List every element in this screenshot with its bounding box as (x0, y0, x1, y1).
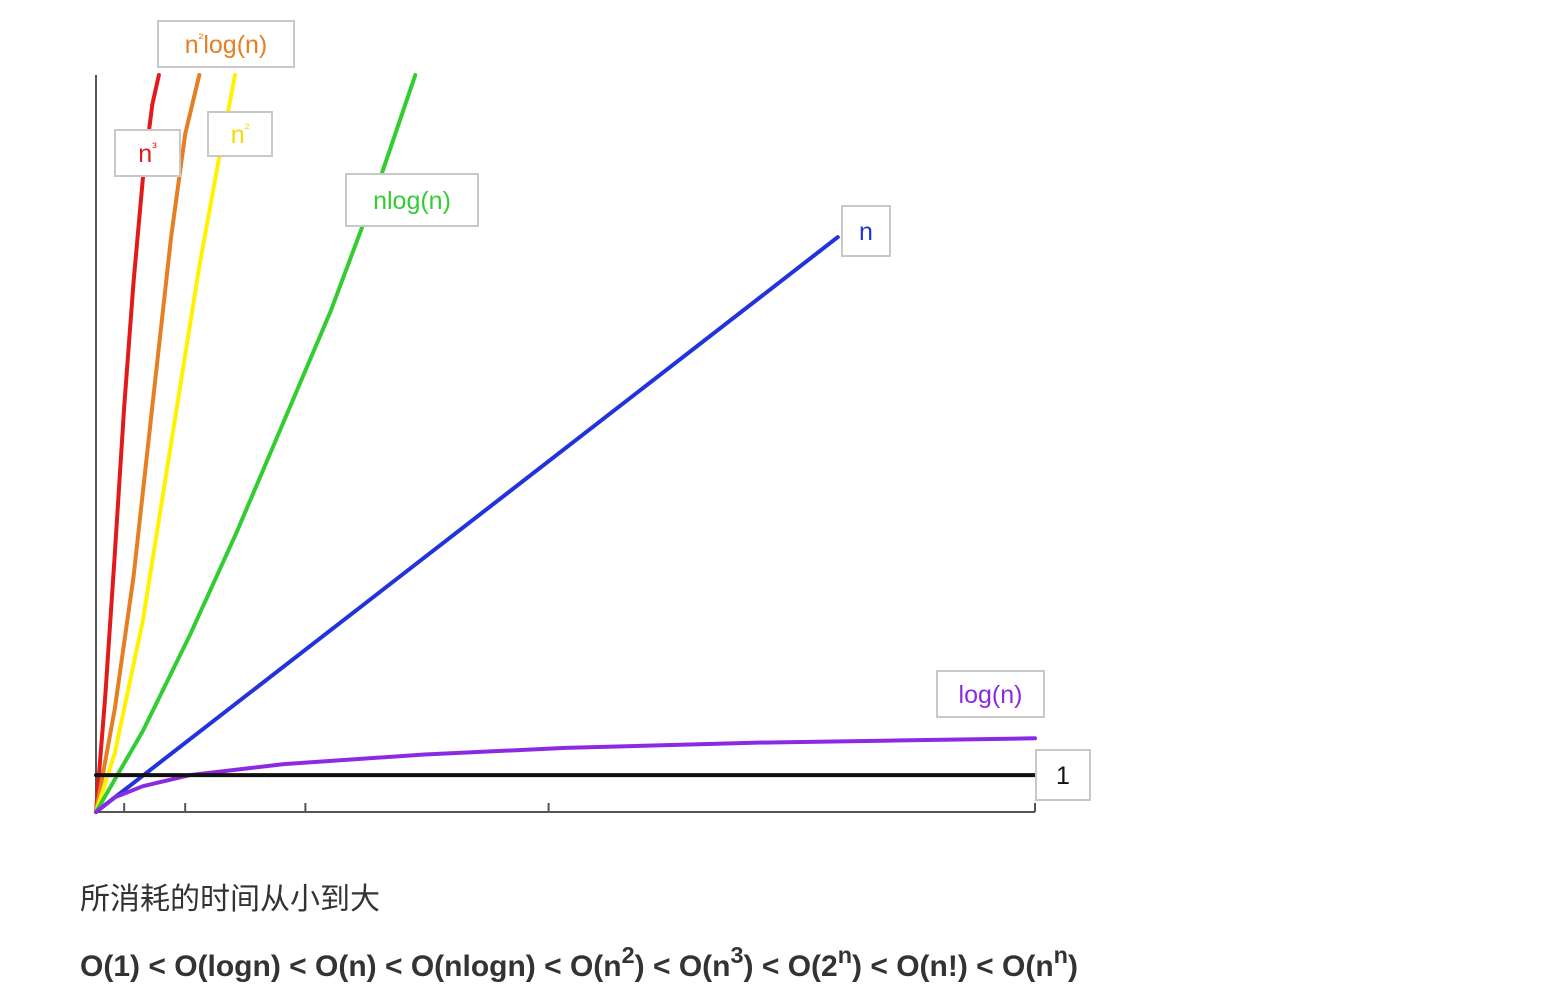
label-box (936, 670, 1045, 718)
series-label-6: 1 (1035, 749, 1091, 801)
label-box (114, 129, 181, 177)
series-name: n³ (138, 139, 157, 168)
series-line-n (94, 235, 840, 814)
label-box (841, 205, 891, 257)
order-term: O(1) < O(logn) < O(n) < O(nlogn) < O(n (80, 950, 622, 983)
order-term: ) (1067, 950, 1078, 983)
series-name: nlog(n) (373, 187, 451, 215)
series-name: n² (231, 120, 250, 149)
series-label-4: n (841, 205, 891, 257)
label-box (345, 173, 479, 227)
series-line-nsup (94, 73, 161, 814)
order-term: ) < O(2 (743, 950, 838, 983)
series-label-0: n³ (114, 129, 181, 177)
series-line-nsup (94, 73, 237, 814)
order-exponent: 3 (730, 942, 744, 969)
label-box (157, 20, 295, 68)
series-name: 1 (1056, 762, 1070, 790)
series-label-5: log(n) (936, 670, 1045, 718)
complexity-order: O(1) < O(logn) < O(n) < O(nlogn) < O(n2)… (80, 942, 1078, 984)
series-label-1: n²log(n) (157, 20, 295, 68)
order-exponent: 2 (621, 942, 635, 969)
order-exponent: n (837, 942, 853, 969)
series-name: n²log(n) (185, 30, 268, 59)
order-exponent: n (1053, 942, 1068, 969)
series-line-nsuplog (94, 73, 202, 814)
label-box (1035, 749, 1091, 801)
order-term: ) < O(n!) < O(n (852, 950, 1054, 983)
series-label-3: nlog(n) (345, 173, 479, 227)
chart-axes (95, 75, 1036, 813)
chart-caption: 所消耗的时间从小到大 (80, 882, 380, 917)
order-term: ) < O(n (634, 950, 731, 983)
series-line-logn (94, 736, 1037, 814)
series-name: log(n) (959, 681, 1023, 709)
series-label-2: n² (207, 111, 273, 157)
series-name: n (859, 218, 873, 246)
chart-curves (94, 73, 1037, 814)
label-box (207, 111, 273, 157)
